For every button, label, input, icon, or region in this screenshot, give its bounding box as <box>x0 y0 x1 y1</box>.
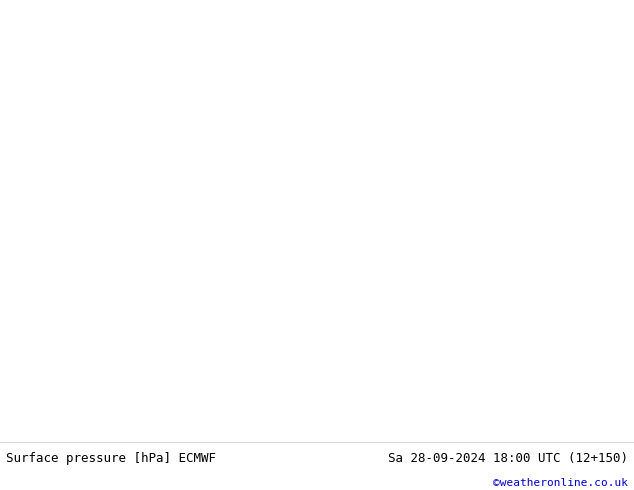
Text: ©weatheronline.co.uk: ©weatheronline.co.uk <box>493 478 628 488</box>
Text: Sa 28-09-2024 18:00 UTC (12+150): Sa 28-09-2024 18:00 UTC (12+150) <box>387 452 628 465</box>
Text: Surface pressure [hPa] ECMWF: Surface pressure [hPa] ECMWF <box>6 452 216 465</box>
